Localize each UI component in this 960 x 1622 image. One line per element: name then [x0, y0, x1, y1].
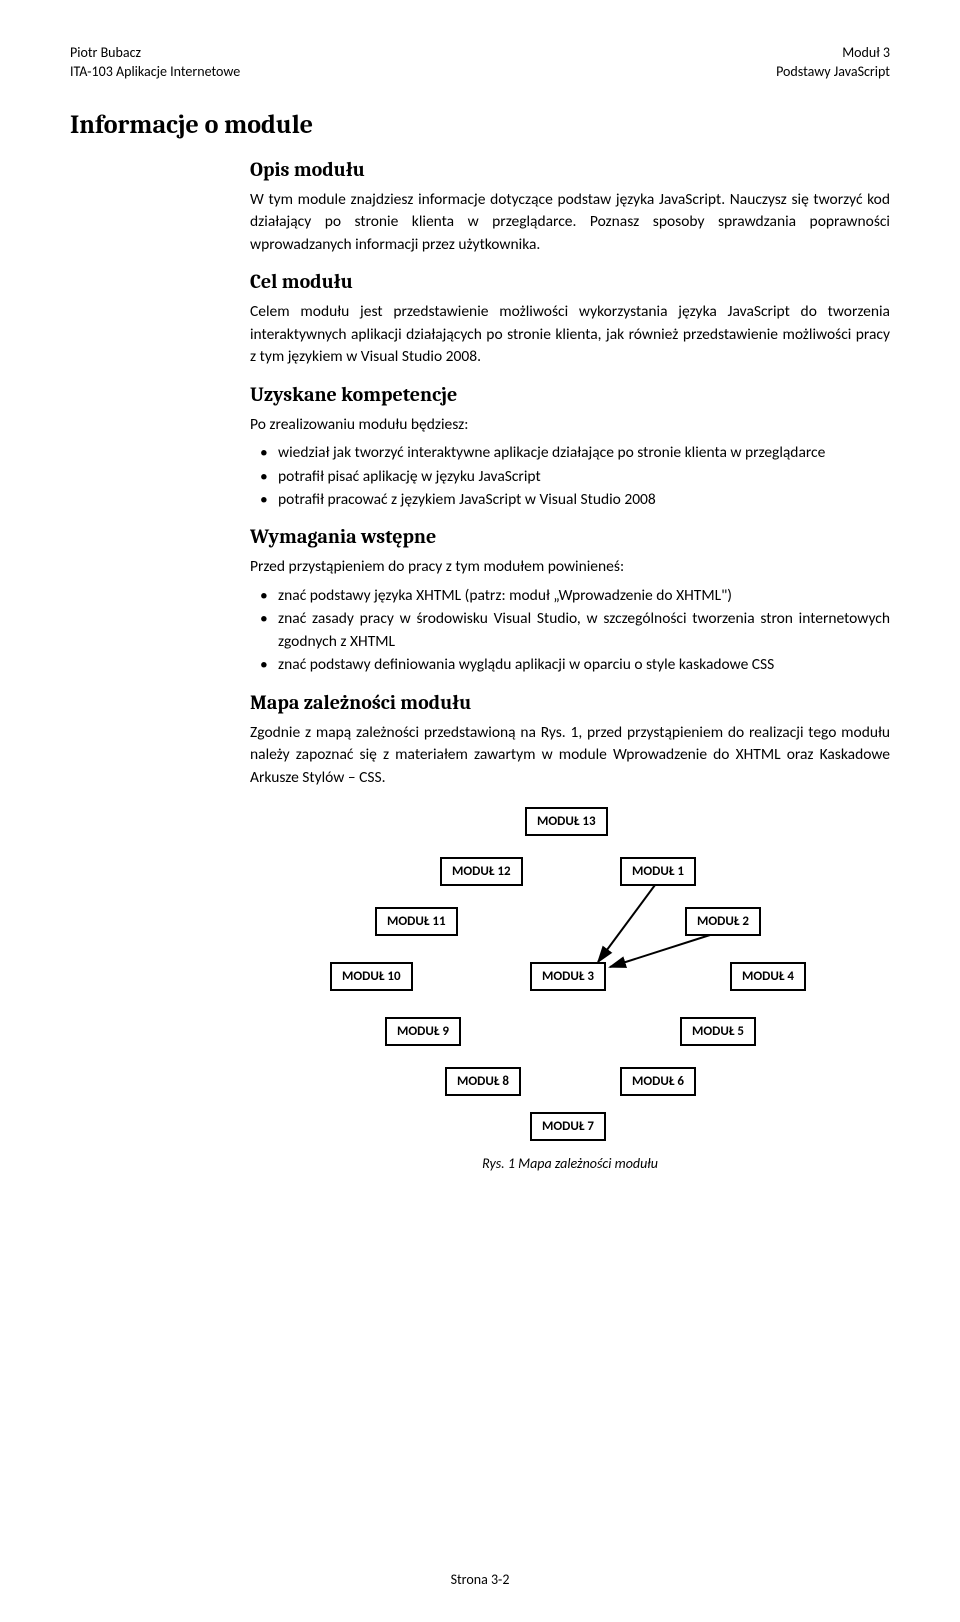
dependency-diagram: MODUŁ 13MODUŁ 12 MODUŁ 1 MODUŁ 11 MODUŁ 2 MO… [250, 807, 890, 1172]
diagram-node: MODUŁ 1 [620, 857, 696, 886]
diagram-node: MODUŁ 12 [440, 857, 523, 886]
diagram-node: MODUŁ 11 [375, 907, 458, 936]
page-footer: Strona 3-2 [0, 1571, 960, 1588]
diagram-node: MODUŁ 4 [730, 962, 806, 991]
section-text-cel: Celem modułu jest przedstawienie możliwo… [250, 301, 890, 368]
diagram-node: MODUŁ 2 [685, 907, 761, 936]
section-intro-wymagania: Przed przystąpieniem do pracy z tym modu… [250, 556, 890, 578]
header-module-no: Moduł 3 [776, 44, 890, 63]
list-wymagania: znać podstawy języka XHTML (patrz: moduł… [250, 585, 890, 677]
diagram-node: MODUŁ 9 [385, 1017, 461, 1046]
diagram-node: MODUŁ 8 [445, 1067, 521, 1096]
section-heading-kompetencje: Uzyskane kompetencje [250, 383, 890, 406]
list-item: wiedział jak tworzyć interaktywne aplika… [250, 442, 890, 464]
list-item: znać podstawy języka XHTML (patrz: moduł… [250, 585, 890, 607]
page-header: Piotr Bubacz ITA-103 Aplikacje Interneto… [70, 44, 890, 82]
diagram-node: MODUŁ 5 [680, 1017, 756, 1046]
list-item: potrafił pracować z językiem JavaScript … [250, 489, 890, 511]
section-heading-opis: Opis modułu [250, 158, 890, 181]
section-heading-mapa: Mapa zależności modułu [250, 691, 890, 714]
header-course: ITA-103 Aplikacje Internetowe [70, 63, 240, 82]
list-kompetencje: wiedział jak tworzyć interaktywne aplika… [250, 442, 890, 511]
diagram-node: MODUŁ 10 [330, 962, 413, 991]
list-item: znać podstawy definiowania wyglądu aplik… [250, 654, 890, 676]
diagram-node: MODUŁ 3 [530, 962, 606, 991]
list-item: znać zasady pracy w środowisku Visual St… [250, 608, 890, 653]
header-module-title: Podstawy JavaScript [776, 63, 890, 82]
header-author: Piotr Bubacz [70, 44, 240, 63]
diagram-caption: Rys. 1 Mapa zależności modułu [482, 1155, 658, 1172]
section-text-mapa: Zgodnie z mapą zależności przedstawioną … [250, 722, 890, 789]
diagram-node: MODUŁ 6 [620, 1067, 696, 1096]
section-intro-kompetencje: Po zrealizowaniu modułu będziesz: [250, 414, 890, 436]
diagram-node: MODUŁ 7 [530, 1112, 606, 1141]
diagram-node: MODUŁ 13 [525, 807, 608, 836]
section-text-opis: W tym module znajdziesz informacje dotyc… [250, 189, 890, 256]
list-item: potrafił pisać aplikację w języku JavaSc… [250, 466, 890, 488]
section-heading-wymagania: Wymagania wstępne [250, 525, 890, 548]
content-body: Opis modułu W tym module znajdziesz info… [250, 158, 890, 1172]
page-title: Informacje o module [70, 110, 890, 140]
section-heading-cel: Cel modułu [250, 270, 890, 293]
